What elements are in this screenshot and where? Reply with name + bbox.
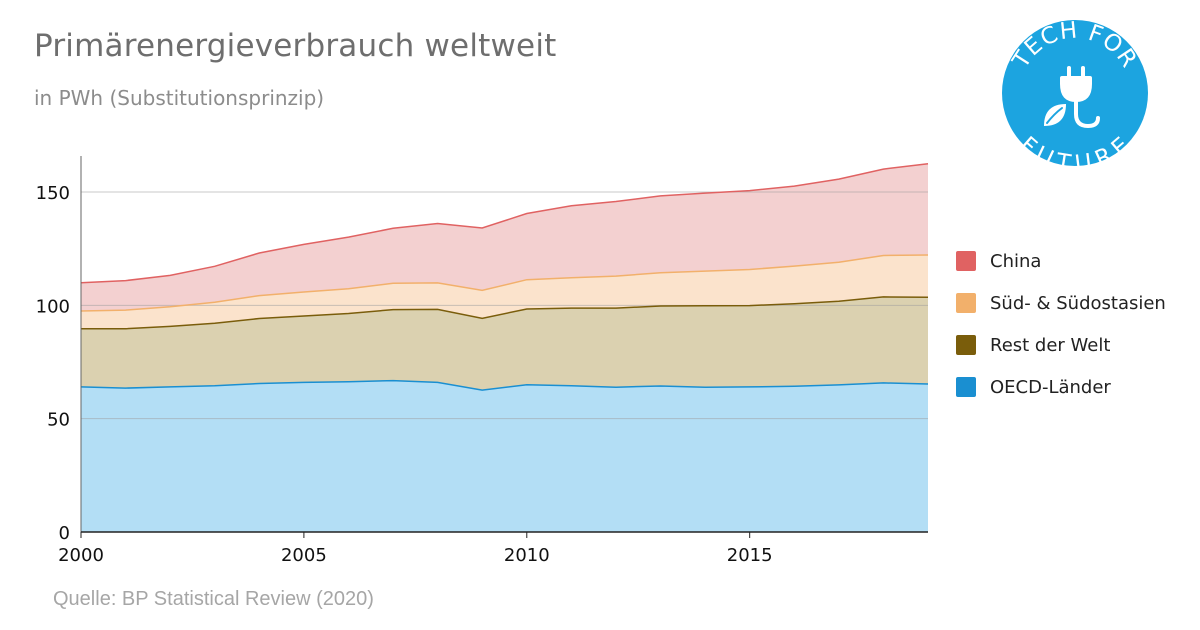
legend-item: Süd- & Südostasien [956, 282, 1166, 324]
legend-label: OECD-Länder [990, 376, 1111, 398]
grid-layer [81, 191, 928, 420]
line-layer [80, 162, 929, 391]
legend-swatch [956, 251, 976, 271]
x-tick-label: 2010 [504, 545, 550, 566]
page-title: Primärenergieverbrauch weltweit [34, 28, 557, 64]
tech-for-future-logo: TECH FOR FUTURE [1002, 18, 1148, 168]
x-tick-label: 2005 [281, 545, 327, 566]
legend-label: Rest der Welt [990, 334, 1111, 356]
legend-item: China [956, 240, 1166, 282]
area-layer [81, 163, 928, 532]
axis-layer: 0 50 100 150 2000 2005 2010 2015 [36, 156, 928, 566]
y-tick-label: 150 [36, 183, 70, 204]
y-tick-label: 0 [59, 523, 70, 544]
legend-item: Rest der Welt [956, 324, 1166, 366]
x-tick-label: 2015 [727, 545, 773, 566]
series-line-1 [80, 379, 929, 391]
area-4 [81, 163, 928, 311]
legend-swatch [956, 335, 976, 355]
page-subtitle: in PWh (Substitutionsprinzip) [34, 86, 325, 110]
x-tick-label: 2000 [58, 545, 104, 566]
legend-label: China [990, 250, 1042, 272]
legend-label: Süd- & Südostasien [990, 292, 1166, 314]
series-line-2 [81, 296, 929, 330]
area-3 [81, 255, 928, 329]
series-line-3 [80, 254, 929, 312]
chart-legend: China Süd- & Südostasien Rest der Welt OECD… [956, 240, 1166, 408]
legend-swatch [956, 377, 976, 397]
series-line-4 [80, 162, 929, 284]
area-1 [81, 380, 928, 532]
area-2 [81, 296, 928, 391]
legend-swatch [956, 293, 976, 313]
source-note: Quelle: BP Statistical Review (2020) [53, 588, 374, 610]
y-tick-label: 100 [36, 296, 70, 317]
plug-leaf-icon [1044, 66, 1100, 128]
legend-item: OECD-Länder [956, 366, 1166, 408]
y-tick-label: 50 [47, 410, 70, 431]
